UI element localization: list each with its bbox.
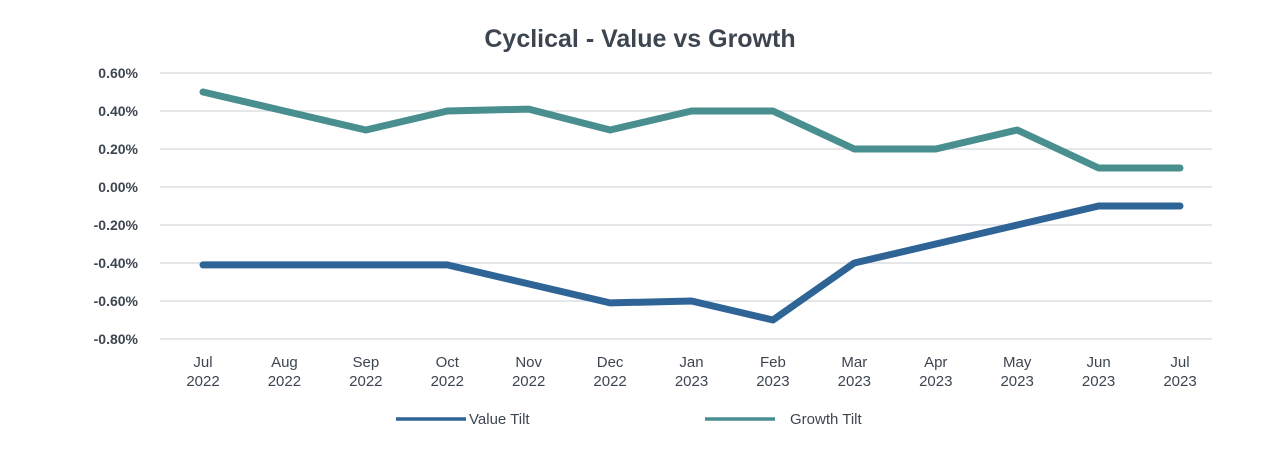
- x-tick-label: Jul 2022: [186, 354, 219, 390]
- y-tick-label: 0.40%: [98, 103, 138, 119]
- x-tick-label: Apr 2023: [919, 354, 952, 390]
- y-tick-label: -0.40%: [94, 255, 139, 271]
- x-tick-label: Jan 2023: [675, 354, 708, 390]
- y-tick-label: -0.80%: [94, 331, 139, 347]
- series-line-value-tilt: [199, 202, 1184, 324]
- x-tick-label: Sep 2022: [349, 354, 382, 390]
- y-tick-label: 0.20%: [98, 141, 138, 157]
- x-tick-label: Nov 2022: [512, 354, 545, 390]
- y-tick-label: -0.20%: [94, 217, 139, 233]
- legend-label: Growth Tilt: [790, 411, 863, 428]
- chart-title: Cyclical - Value vs Growth: [484, 25, 795, 53]
- x-tick-label: Jul 2023: [1163, 354, 1196, 390]
- x-tick-label: Feb 2023: [756, 354, 789, 390]
- y-tick-label: 0.00%: [98, 179, 138, 195]
- y-tick-label: 0.60%: [98, 65, 138, 81]
- series-line-growth-tilt: [199, 88, 1184, 172]
- x-tick-label: Aug 2022: [268, 354, 301, 390]
- x-tick-label: Jun 2023: [1082, 354, 1115, 390]
- legend-label: Value Tilt: [469, 411, 530, 428]
- x-tick-label: May 2023: [1000, 354, 1033, 390]
- x-tick-label: Mar 2023: [838, 354, 871, 390]
- y-tick-label: -0.60%: [94, 293, 139, 309]
- x-tick-label: Oct 2022: [431, 354, 464, 390]
- x-tick-label: Dec 2022: [593, 354, 626, 390]
